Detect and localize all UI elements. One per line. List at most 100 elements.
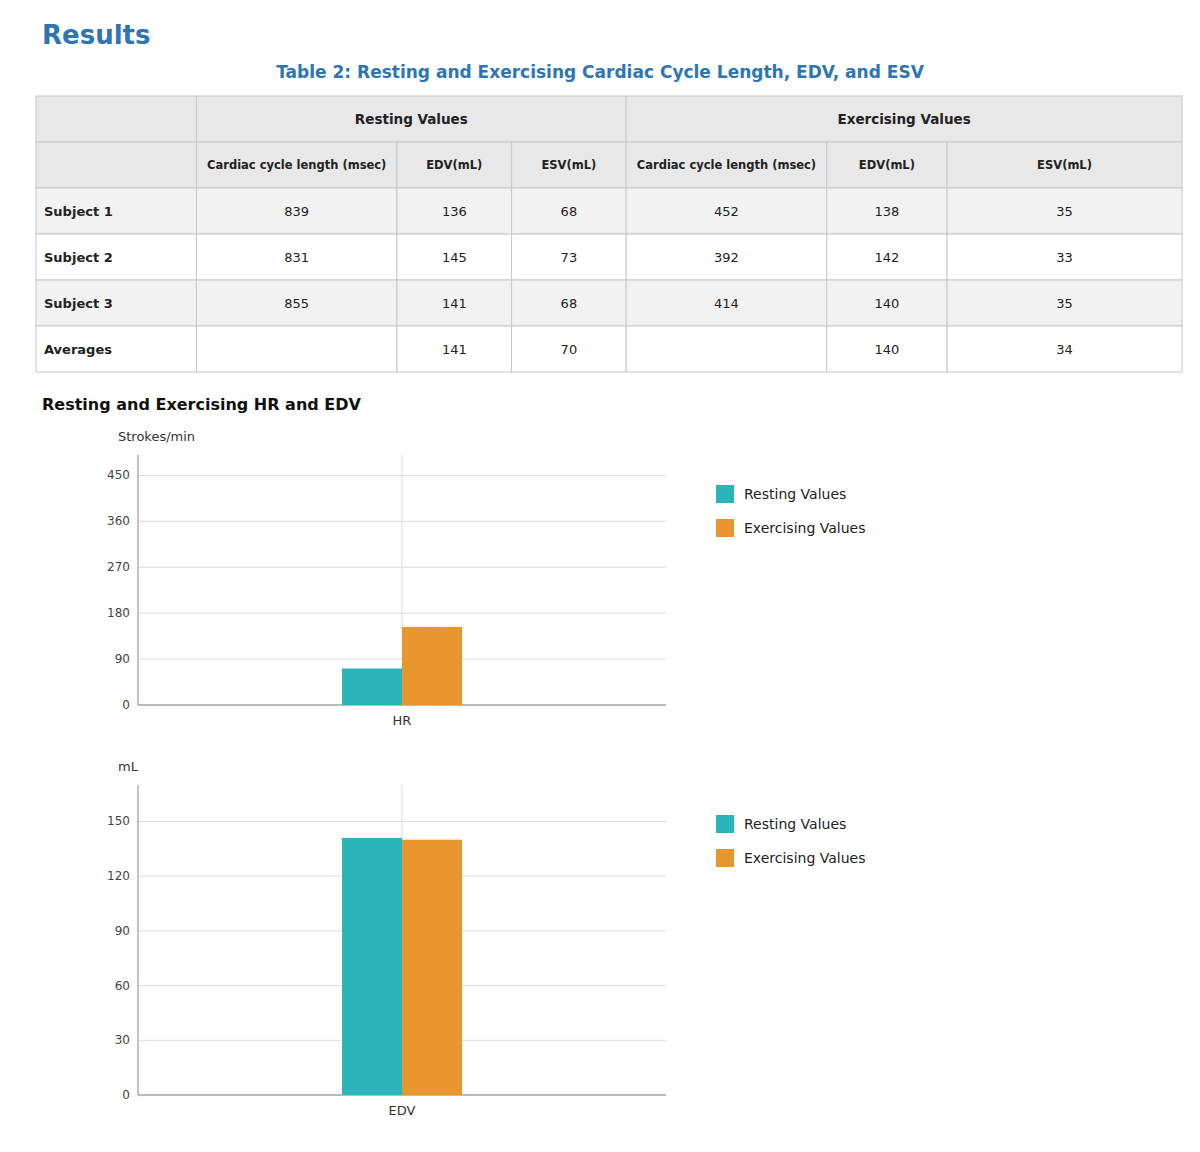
legend-swatch (716, 849, 734, 867)
table-cell (512, 280, 627, 326)
y-tick-label: 90 (115, 924, 130, 938)
legend-swatch (716, 485, 734, 503)
y-axis-label: Strokes/min (118, 429, 195, 444)
table-cell (397, 234, 512, 280)
cell-value: 414 (714, 296, 739, 311)
cell-value: 138 (874, 204, 899, 219)
row-label: Subject 3 (44, 296, 113, 311)
x-tick-label: EDV (389, 1103, 416, 1118)
legend: Resting Values Exercising Values (716, 485, 865, 537)
row-label: Averages (44, 342, 112, 357)
group-header-cell (196, 96, 626, 142)
y-tick-label: 360 (107, 514, 130, 528)
cell-value: 34 (1056, 342, 1073, 357)
cell-value: 68 (561, 296, 578, 311)
cell-value: 392 (714, 250, 739, 265)
cell-value: 839 (284, 204, 309, 219)
cell-value: 68 (561, 204, 578, 219)
table-cell (626, 188, 827, 234)
column-header: EDV(mL) (426, 158, 482, 172)
y-tick-label: 180 (107, 606, 130, 620)
cell-value: 136 (442, 204, 467, 219)
header-cell (626, 142, 827, 188)
table-cell (827, 326, 947, 372)
row-label: Subject 2 (44, 250, 113, 265)
header-cell (196, 142, 397, 188)
column-header: ESV(mL) (541, 158, 596, 172)
row-label: Subject 1 (44, 204, 113, 219)
y-tick-label: 60 (115, 979, 130, 993)
cell-value: 145 (442, 250, 467, 265)
cell-value: 35 (1056, 204, 1073, 219)
group-header: Exercising Values (837, 111, 970, 127)
cell-value: 141 (442, 296, 467, 311)
table-title: Table 2: Resting and Exercising Cardiac … (276, 62, 924, 82)
page: Results Table 2: Resting and Exercising C… (0, 0, 1200, 1152)
section-title: Resting and Exercising HR and EDV (42, 395, 362, 414)
background (0, 0, 1200, 1152)
row-label-cell (36, 280, 196, 326)
legend-label: Resting Values (744, 486, 846, 502)
bar-chart: mL0306090120150EDVResting ValuesExercisi… (107, 759, 865, 1118)
cell-value: 73 (561, 250, 578, 265)
column-header: EDV(mL) (859, 158, 915, 172)
table-cell (626, 326, 827, 372)
table-cell (196, 280, 397, 326)
cell-value: 70 (561, 342, 578, 357)
cell-value: 452 (714, 204, 739, 219)
table-cell (947, 188, 1182, 234)
table-cell (626, 280, 827, 326)
bar (402, 840, 462, 1095)
bar (342, 838, 402, 1095)
table-cell (626, 234, 827, 280)
heading: Results (42, 20, 150, 50)
cell-value: 35 (1056, 296, 1073, 311)
y-tick-label: 90 (115, 652, 130, 666)
y-tick-label: 30 (115, 1033, 130, 1047)
y-axis-line (138, 455, 139, 705)
column-header: Cardiac cycle length (msec) (207, 158, 386, 172)
row-label-cell (36, 188, 196, 234)
cell-value: 140 (874, 296, 899, 311)
cell-value: 831 (284, 250, 309, 265)
bar (342, 669, 402, 705)
header-cell (947, 142, 1182, 188)
table-cell (827, 188, 947, 234)
legend-label: Exercising Values (744, 520, 865, 536)
cell-value: 855 (284, 296, 309, 311)
table-cell (196, 234, 397, 280)
cell-value: 142 (874, 250, 899, 265)
y-tick-label: 270 (107, 560, 130, 574)
header-cell (397, 142, 512, 188)
table-cell (196, 326, 397, 372)
bars (342, 627, 462, 705)
table-cell (196, 188, 397, 234)
legend: Resting Values Exercising Values (716, 815, 865, 867)
row-label-cell (36, 326, 196, 372)
legend-swatch (716, 815, 734, 833)
row-label-cell (36, 234, 196, 280)
table-cell (947, 280, 1182, 326)
table-cell (947, 234, 1182, 280)
table-cell (512, 234, 627, 280)
cell-value: 33 (1056, 250, 1073, 265)
table: Table 2: Resting and Exercising Cardiac … (36, 62, 1182, 372)
y-tick-label: 450 (107, 468, 130, 482)
table-cell (827, 280, 947, 326)
legend-label: Resting Values (744, 816, 846, 832)
header-cell (36, 96, 196, 142)
column-header: ESV(mL) (1037, 158, 1092, 172)
table-cell (397, 280, 512, 326)
bar (402, 627, 462, 705)
group-header-cell (626, 96, 1182, 142)
x-tick-label: HR (393, 713, 412, 728)
bars (342, 838, 462, 1095)
table-cell (827, 234, 947, 280)
y-tick-label: 0 (122, 698, 130, 712)
bar-chart: Strokes/min 0 90 180 270 360 450 HR Resting Valu… (107, 429, 865, 728)
header-cell (36, 142, 196, 188)
cell-value: 140 (874, 342, 899, 357)
table-cell (397, 326, 512, 372)
legend-swatch (716, 519, 734, 537)
legend-label: Exercising Values (744, 850, 865, 866)
